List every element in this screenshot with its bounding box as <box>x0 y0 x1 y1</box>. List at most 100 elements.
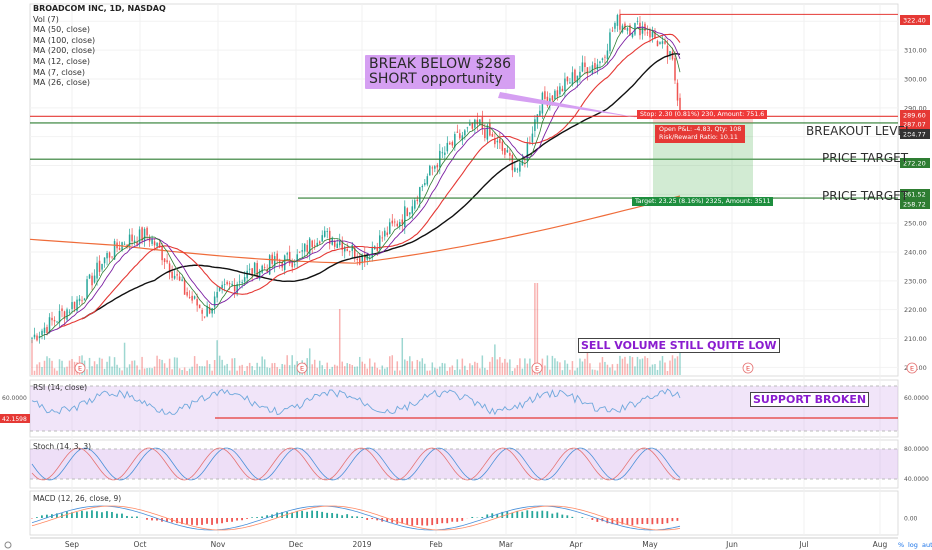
macd-hist-bar <box>36 517 38 518</box>
volume-bar <box>146 368 148 375</box>
volume-bar <box>371 366 374 375</box>
candle-body <box>524 159 526 161</box>
ma-long-orange <box>29 195 681 264</box>
volume-bar <box>46 356 48 375</box>
candle-body <box>454 133 456 148</box>
candle-body <box>241 282 243 284</box>
candle-body <box>181 279 183 281</box>
volume-bar <box>541 358 544 375</box>
candle-body <box>669 51 671 57</box>
time-label-5: Feb <box>429 540 443 549</box>
candle-body <box>559 86 561 95</box>
candle-body <box>491 134 494 137</box>
volume-bar <box>654 364 656 375</box>
macd-hist-bar <box>411 518 414 526</box>
volume-bar <box>369 358 371 375</box>
volume-bar <box>454 369 456 375</box>
volume-bar <box>281 363 283 375</box>
candle-body <box>78 298 81 302</box>
volume-bar <box>121 370 123 375</box>
volume-bar <box>564 360 566 375</box>
macd-hist-bar <box>606 518 609 524</box>
volume-bar <box>173 357 176 375</box>
target-tag[interactable]: Target: 23.25 (8.16%) 2325, Amount: 3511 <box>632 197 774 206</box>
volume-bar <box>469 363 471 375</box>
volume-bar <box>411 361 414 375</box>
macd-hist-bar <box>456 518 459 522</box>
candle-body <box>306 244 308 252</box>
macd-hist-bar <box>371 518 374 520</box>
candle-body <box>63 311 66 319</box>
stop-tag[interactable]: Stop: 2.30 (0.81%) 230, Amount: 751.6 <box>637 110 768 119</box>
macd-hist-bar <box>356 516 359 518</box>
volume-bar <box>661 356 664 375</box>
macd-hist-bar <box>106 511 108 518</box>
volume-bar <box>414 369 416 375</box>
volume-bar <box>346 363 348 375</box>
legend-item-ma12: MA (12, close) <box>33 56 91 66</box>
legend-item-ma200: MA (200, close) <box>33 46 96 56</box>
candle-body <box>128 234 131 248</box>
candle-body <box>143 228 146 242</box>
volume-bar <box>36 364 38 375</box>
price-tick-4: 240.00 <box>904 249 927 257</box>
volume-bar <box>256 362 258 375</box>
candle-body <box>501 141 504 151</box>
macd-hist-bar <box>546 511 549 518</box>
candle-body <box>213 296 216 307</box>
candle-body <box>654 31 656 39</box>
time-label-1: Oct <box>134 540 147 549</box>
price-label-1: 289.60 <box>903 112 926 120</box>
macd-hist-bar <box>151 518 153 521</box>
candle-body <box>486 125 489 140</box>
settings-icon <box>4 541 12 549</box>
volume-bar <box>208 364 211 375</box>
candle-body <box>399 222 401 227</box>
macd-hist-bar <box>81 510 83 518</box>
volume-bar <box>253 370 256 375</box>
volume-bar <box>521 368 524 375</box>
candle-body <box>651 31 654 38</box>
macd-hist-bar <box>196 518 198 526</box>
candle-body <box>384 230 386 237</box>
open-pnl-text: Open P&L: -4.83, Qty: 108 <box>659 126 742 133</box>
macd-hist-bar <box>56 513 58 518</box>
macd-hist-bar <box>661 518 664 525</box>
pnl-tag[interactable]: Open P&L: -4.83, Qty: 108 Risk/Reward Ra… <box>655 125 746 143</box>
volume-bar <box>113 357 116 375</box>
volume-bar <box>278 368 281 375</box>
volume-bar <box>88 357 91 375</box>
volume-bar <box>161 359 163 375</box>
macd-hist-bar <box>421 518 424 526</box>
candle-body <box>223 284 226 285</box>
candle-body <box>364 254 366 263</box>
candle-body <box>156 242 158 247</box>
volume-bar <box>601 357 604 375</box>
volume-bar <box>501 362 504 375</box>
candle-body <box>519 162 521 172</box>
volume-bar <box>353 366 356 375</box>
candle-body <box>596 64 599 70</box>
candle-body <box>291 262 293 268</box>
volume-bar <box>586 343 589 375</box>
macd-hist-bar <box>266 515 268 518</box>
macd-hist-bar <box>481 516 484 518</box>
volume-bar <box>664 362 666 375</box>
macd-hist-bar <box>46 514 48 518</box>
earnings-marker-4 <box>906 362 918 374</box>
macd-panel-label: MACD (12, 26, close, 9) <box>33 494 122 503</box>
volume-bar <box>86 369 88 375</box>
volume-bar <box>123 342 126 375</box>
candle-body <box>186 291 188 296</box>
volume-bar <box>526 363 529 375</box>
candle-body <box>554 90 556 99</box>
volume-bar <box>671 355 674 375</box>
volume-bar <box>479 368 481 375</box>
candle-body <box>446 142 449 152</box>
volume-bar <box>426 370 429 375</box>
macd-hist-bar <box>441 518 444 524</box>
candle-body <box>148 237 151 242</box>
candle-body <box>646 32 649 34</box>
stoch-tick-80: 80.0000 <box>904 446 929 453</box>
candle-body <box>504 148 506 155</box>
